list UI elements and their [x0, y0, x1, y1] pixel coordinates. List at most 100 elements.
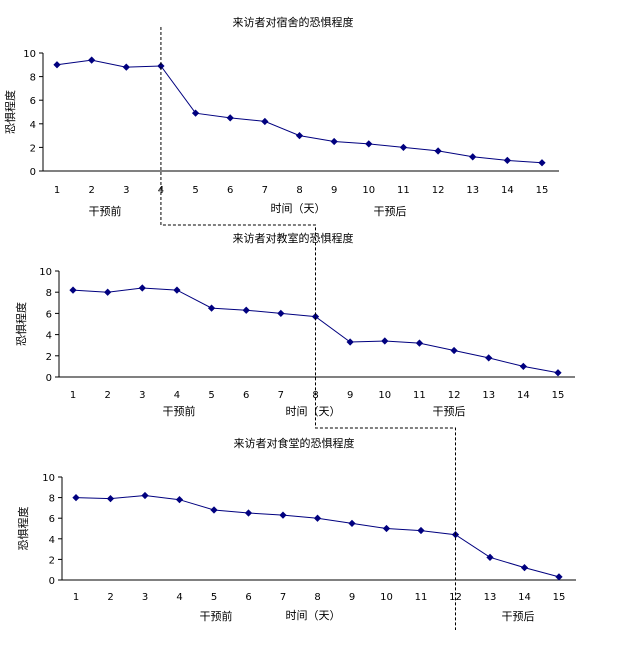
- phase-label-after: 干预后: [502, 610, 535, 623]
- data-point: [210, 506, 218, 514]
- x-tick-label: 6: [245, 592, 251, 603]
- x-tick-label: 13: [482, 390, 495, 401]
- x-tick-label: 9: [347, 390, 353, 401]
- data-point: [88, 56, 96, 64]
- data-point: [69, 286, 77, 294]
- y-tick-label: 6: [46, 309, 52, 320]
- x-tick-label: 11: [415, 592, 428, 603]
- y-axis-label: 恐惧程度: [14, 302, 28, 346]
- data-point: [244, 509, 253, 517]
- data-point: [191, 109, 200, 117]
- phase-label-after: 干预后: [374, 205, 407, 218]
- y-axis-label: 恐惧程度: [3, 90, 17, 134]
- data-point: [450, 346, 458, 355]
- data-point: [381, 337, 389, 345]
- data-point: [295, 131, 304, 140]
- x-tick-label: 11: [413, 390, 426, 401]
- y-tick-label: 10: [39, 267, 52, 278]
- y-tick-label: 2: [49, 555, 55, 566]
- data-point: [434, 147, 442, 155]
- x-tick-label: 7: [280, 592, 286, 603]
- series-line: [56, 59, 543, 164]
- y-tick-label: 0: [49, 576, 55, 587]
- data-point: [486, 553, 494, 561]
- chart-title: 来访者对宿舍的恐惧程度: [233, 15, 354, 29]
- x-tick-label: 12: [432, 185, 445, 196]
- x-tick-label: 5: [211, 592, 217, 603]
- x-tick-label: 8: [314, 592, 320, 603]
- data-point: [417, 526, 425, 535]
- x-tick-label: 5: [192, 185, 198, 196]
- x-tick-label: 6: [227, 185, 233, 196]
- x-tick-label: 14: [501, 185, 514, 196]
- data-point: [141, 491, 149, 500]
- phase-label-after: 干预后: [433, 405, 466, 418]
- y-tick-label: 4: [30, 120, 36, 131]
- x-tick-label: 4: [158, 185, 164, 196]
- data-point: [173, 286, 181, 294]
- x-tick-label: 4: [174, 390, 180, 401]
- x-tick-label: 8: [296, 185, 302, 196]
- data-point: [207, 304, 216, 312]
- data-point: [226, 114, 234, 122]
- data-point: [469, 153, 477, 161]
- y-tick-label: 10: [23, 49, 36, 60]
- x-tick-label: 1: [70, 390, 76, 401]
- data-point: [72, 493, 80, 502]
- x-tick-label: 3: [142, 592, 148, 603]
- data-point: [138, 284, 146, 292]
- x-tick-label: 10: [362, 185, 375, 196]
- y-tick-label: 6: [30, 96, 36, 107]
- data-point: [279, 511, 287, 519]
- x-tick-label: 9: [331, 185, 337, 196]
- data-point: [399, 143, 408, 152]
- y-tick-label: 8: [30, 73, 36, 84]
- phase-label-before: 干预前: [163, 404, 196, 418]
- phase-label-before: 干预前: [200, 609, 233, 623]
- data-point: [365, 140, 373, 148]
- x-tick-label: 11: [397, 185, 410, 196]
- x-axis-label: 时间（天）: [286, 405, 341, 418]
- x-tick-label: 14: [517, 390, 530, 401]
- data-point: [519, 362, 527, 371]
- x-tick-label: 8: [312, 390, 318, 401]
- x-tick-label: 2: [88, 185, 94, 196]
- data-point: [555, 573, 563, 581]
- y-axis-label: 恐惧程度: [16, 507, 30, 551]
- y-tick-label: 6: [49, 514, 55, 525]
- intervention-phase-line: [160, 27, 456, 630]
- x-tick-label: 15: [536, 185, 549, 196]
- x-tick-label: 4: [176, 592, 182, 603]
- y-tick-label: 8: [46, 288, 52, 299]
- x-tick-label: 7: [262, 185, 268, 196]
- x-axis-label: 时间（天）: [271, 202, 326, 215]
- x-tick-label: 1: [73, 592, 79, 603]
- x-tick-label: 12: [448, 390, 461, 401]
- data-point: [277, 309, 285, 318]
- y-tick-label: 4: [49, 535, 55, 546]
- x-tick-label: 15: [552, 390, 565, 401]
- x-tick-label: 3: [139, 390, 145, 401]
- data-point: [415, 339, 424, 347]
- x-tick-label: 10: [380, 592, 393, 603]
- data-point: [261, 117, 269, 126]
- data-point: [313, 514, 322, 522]
- x-tick-label: 1: [54, 185, 60, 196]
- y-tick-label: 2: [30, 143, 36, 154]
- x-tick-label: 15: [553, 592, 566, 603]
- y-tick-label: 10: [42, 473, 55, 484]
- data-point: [242, 306, 250, 314]
- x-tick-label: 9: [349, 592, 355, 603]
- data-point: [330, 137, 338, 146]
- chart-title: 来访者对教室的恐惧程度: [233, 231, 354, 245]
- x-tick-label: 7: [278, 390, 284, 401]
- y-tick-label: 0: [46, 373, 52, 384]
- x-tick-label: 10: [378, 390, 391, 401]
- data-point: [538, 159, 546, 167]
- x-tick-label: 2: [104, 390, 110, 401]
- data-point: [348, 519, 356, 527]
